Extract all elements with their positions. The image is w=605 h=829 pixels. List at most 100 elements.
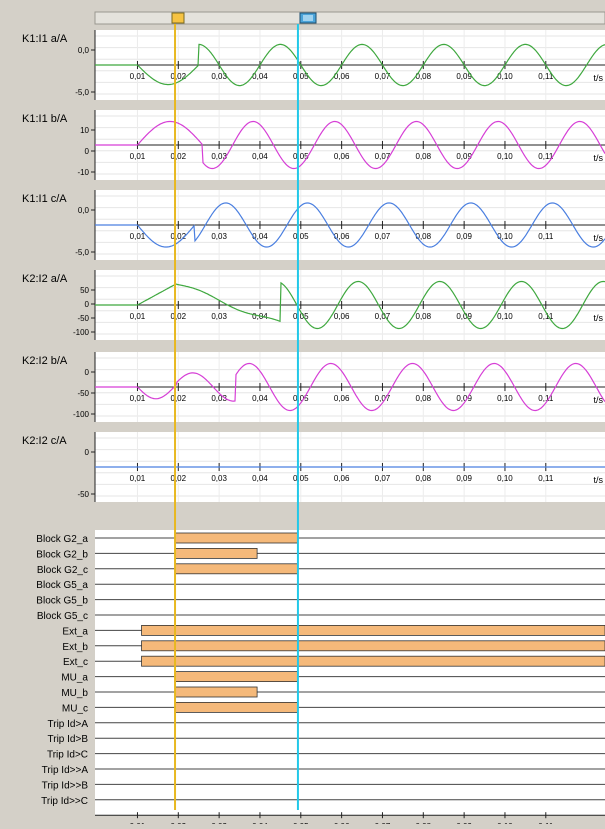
time-tick-label: 0,11 bbox=[538, 312, 554, 321]
y-tick-label: 0 bbox=[85, 448, 90, 457]
time-tick-label: 0,06 bbox=[334, 394, 350, 403]
time-tick-label: 0,03 bbox=[211, 72, 227, 81]
time-tick-label: 0,10 bbox=[497, 474, 513, 483]
time-tick-label: 0,09 bbox=[456, 394, 472, 403]
y-tick-label: -100 bbox=[73, 328, 90, 337]
time-tick-label: 0,02 bbox=[171, 312, 187, 321]
left-cursor-handle[interactable] bbox=[171, 12, 185, 24]
time-tick-label: 0,03 bbox=[211, 312, 227, 321]
time-unit-label: t/s bbox=[593, 475, 603, 485]
analog-panels: 0,01 0,02 0,03 0,04 0,05 0,06 0,07 0,08 0,09 0,10… bbox=[22, 30, 605, 502]
time-tick-label: 0,05 bbox=[293, 474, 309, 483]
waveform-trace bbox=[95, 362, 605, 412]
time-tick-label: 0,01 bbox=[130, 152, 146, 161]
time-tick-label: 0,05 bbox=[293, 72, 309, 81]
binary-channel-label: Block G2_a bbox=[36, 534, 88, 545]
binary-active-bar bbox=[141, 655, 605, 667]
time-tick-label: 0,02 bbox=[171, 474, 187, 483]
time-tick-label: 0,08 bbox=[416, 312, 432, 321]
time-tick-label: 0,02 bbox=[171, 72, 187, 81]
waveform-trace bbox=[95, 43, 605, 87]
binary-channel-label: Trip Id>>A bbox=[42, 765, 89, 776]
time-tick-label: 0,06 bbox=[334, 152, 350, 161]
binary-active-bar bbox=[174, 702, 299, 713]
time-tick-label: 0,01 bbox=[130, 394, 146, 403]
time-tick-label: 0,07 bbox=[375, 312, 391, 321]
y-tick-label: 0 bbox=[85, 300, 90, 309]
time-unit-label: t/s bbox=[593, 313, 603, 323]
panel-label: K2:I2 b/A bbox=[22, 355, 68, 367]
scrollbar-track[interactable] bbox=[94, 11, 605, 25]
binary-channel-label: Ext_b bbox=[62, 642, 88, 653]
time-tick-label: 0,06 bbox=[334, 312, 350, 321]
y-tick-label: 0 bbox=[85, 368, 90, 377]
binary-channel-row: Trip Id>>C bbox=[41, 796, 605, 807]
binary-channel-label: Trip Id>B bbox=[48, 734, 89, 745]
binary-channel-row: Trip Id>B bbox=[48, 734, 605, 745]
binary-active-bar bbox=[174, 548, 258, 559]
binary-channel-row: Ext_a bbox=[62, 625, 605, 637]
time-tick-label: 0,08 bbox=[416, 394, 432, 403]
binary-active-bar bbox=[141, 640, 605, 652]
time-tick-label: 0,03 bbox=[211, 152, 227, 161]
binary-plot-area bbox=[95, 530, 605, 816]
binary-channel-label: Trip Id>>B bbox=[42, 780, 89, 791]
analog-panel-1: 0,01 0,02 0,03 0,04 0,05 0,06 0,07 0,08 0,09 0,10… bbox=[22, 30, 605, 100]
y-tick-label: -5,0 bbox=[75, 248, 89, 257]
time-unit-label: t/s bbox=[593, 233, 603, 243]
binary-channel-label: Trip Id>C bbox=[47, 750, 88, 761]
binary-channel-row: Ext_b bbox=[62, 640, 605, 653]
time-tick-label: 0,01 bbox=[130, 232, 146, 241]
time-tick-label: 0,04 bbox=[252, 72, 268, 81]
time-tick-label: 0,11 bbox=[538, 394, 554, 403]
time-tick-label: 0,07 bbox=[375, 72, 391, 81]
binary-channel-label: Block G5_a bbox=[36, 580, 88, 591]
analog-panel-2: 0,01 0,02 0,03 0,04 0,05 0,06 0,07 0,08 0,09 0,10… bbox=[22, 110, 605, 180]
time-tick-label: 0,06 bbox=[334, 232, 350, 241]
binary-channel-label: MU_b bbox=[61, 688, 88, 699]
time-tick-label: 0,03 bbox=[211, 394, 227, 403]
time-unit-label: t/s bbox=[593, 395, 603, 405]
time-tick-label: 0,09 bbox=[456, 72, 472, 81]
binary-channel-label: Block G5_b bbox=[36, 596, 88, 607]
y-tick-label: 10 bbox=[80, 126, 89, 135]
analog-panel-5: 0,01 0,02 0,03 0,04 0,05 0,06 0,07 0,08 0,09 0,10… bbox=[22, 352, 605, 422]
time-tick-label: 0,10 bbox=[497, 152, 513, 161]
y-tick-label: -5,0 bbox=[75, 88, 89, 97]
y-tick-label: 50 bbox=[80, 286, 89, 295]
time-scrollbar[interactable] bbox=[94, 11, 605, 25]
binary-channel-label: Block G5_c bbox=[37, 611, 88, 622]
y-tick-label: -100 bbox=[73, 410, 90, 419]
time-tick-label: 0,02 bbox=[171, 232, 187, 241]
binary-channel-row: Block G5_a bbox=[36, 580, 605, 591]
time-tick-label: 0,11 bbox=[538, 72, 554, 81]
binary-channel-label: Trip Id>A bbox=[48, 719, 89, 730]
time-tick-label: 0,03 bbox=[211, 232, 227, 241]
panel-label: K1:I1 b/A bbox=[22, 113, 68, 125]
time-tick-label: 0,03 bbox=[211, 474, 227, 483]
cursor-lines[interactable] bbox=[174, 24, 299, 810]
time-tick-label: 0,09 bbox=[456, 474, 472, 483]
y-tick-label: 0,0 bbox=[78, 206, 90, 215]
time-tick-label: 0,04 bbox=[252, 474, 268, 483]
time-tick-label: 0,01 bbox=[130, 72, 146, 81]
time-tick-label: 0,06 bbox=[334, 72, 350, 81]
y-tick-label: 0,0 bbox=[78, 46, 90, 55]
binary-active-bar bbox=[174, 686, 258, 698]
waveform-trace bbox=[95, 202, 605, 248]
binary-channel-label: Ext_a bbox=[62, 626, 88, 637]
binary-channel-label: MU_a bbox=[61, 673, 88, 684]
binary-channel-label: Block G2_b bbox=[36, 549, 88, 560]
binary-channel-label: Ext_c bbox=[63, 657, 88, 668]
waveform-trace bbox=[95, 120, 605, 170]
time-tick-label: 0,10 bbox=[497, 312, 513, 321]
binary-channel-row: Block G5_c bbox=[37, 611, 605, 622]
time-tick-label: 0,07 bbox=[375, 232, 391, 241]
time-tick-label: 0,02 bbox=[171, 394, 187, 403]
binary-channel-row: Trip Id>C bbox=[47, 750, 605, 761]
waveform-trace bbox=[95, 280, 605, 330]
right-cursor-handle-inner bbox=[303, 15, 313, 21]
binary-active-bar bbox=[174, 671, 299, 682]
time-tick-label: 0,07 bbox=[375, 394, 391, 403]
